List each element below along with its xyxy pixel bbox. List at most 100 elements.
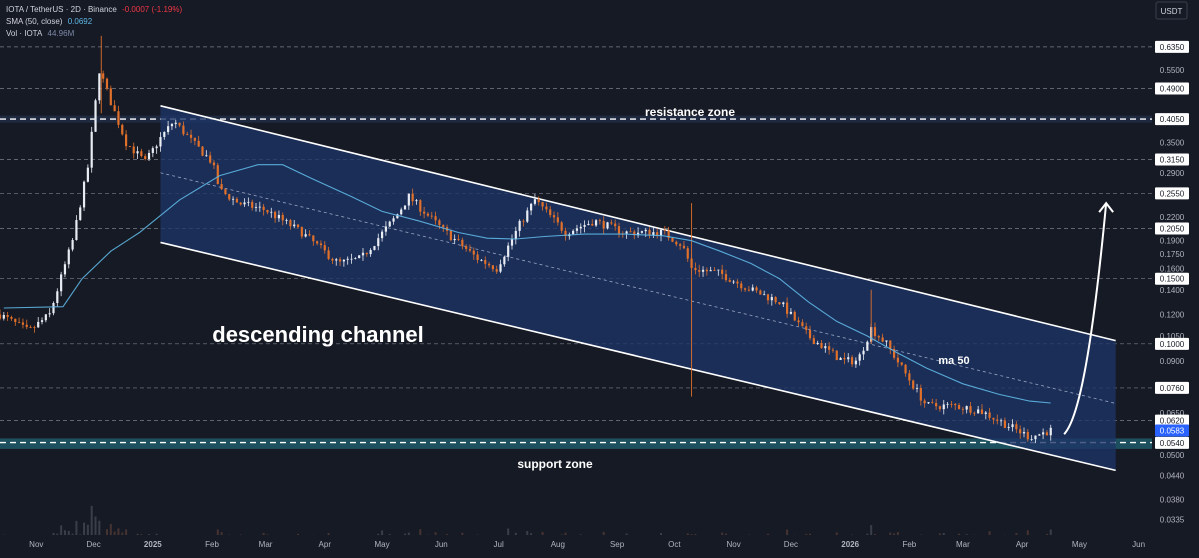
time-tick-label: May bbox=[375, 540, 390, 549]
candle-body bbox=[549, 209, 552, 216]
candle-body bbox=[90, 131, 93, 168]
candle-body bbox=[102, 73, 105, 79]
candle-body bbox=[698, 270, 701, 272]
candle-body bbox=[786, 302, 789, 314]
candle-body bbox=[606, 222, 609, 229]
candle-body bbox=[144, 156, 147, 160]
candle-body bbox=[209, 155, 212, 163]
candle-body bbox=[759, 290, 762, 295]
candle-body bbox=[480, 259, 483, 261]
candle-body bbox=[212, 162, 216, 166]
candle-body bbox=[931, 402, 934, 404]
candle-body bbox=[892, 348, 896, 358]
candle-body bbox=[411, 193, 414, 202]
candle-body bbox=[743, 288, 747, 290]
candle-body bbox=[365, 252, 368, 255]
candle-body bbox=[904, 364, 907, 374]
candle-body bbox=[545, 206, 548, 210]
candle-body bbox=[946, 403, 949, 405]
candle-body bbox=[63, 264, 67, 275]
time-tick-label: Nov bbox=[726, 540, 740, 549]
price-tick-box bbox=[1155, 113, 1189, 126]
candle-body bbox=[732, 281, 735, 283]
price-tick-box bbox=[1155, 187, 1189, 200]
candle-body bbox=[808, 330, 812, 339]
price-tick-label: 0.4050 bbox=[1160, 115, 1185, 124]
price-tick-label: 0.0900 bbox=[1160, 357, 1185, 366]
candle-body bbox=[575, 228, 579, 231]
candle-body bbox=[449, 230, 452, 241]
price-tick-label: 0.0650 bbox=[1160, 409, 1185, 418]
volume-legend[interactable]: Vol · IOTA 44.96M bbox=[6, 28, 77, 39]
price-axis[interactable]: 0.6350 0.5500 0.4900 0.4050 0.3500 0.3150 0.29… bbox=[1152, 0, 1199, 553]
candle-body bbox=[350, 258, 353, 260]
channel-upper-line bbox=[160, 105, 1116, 342]
candle-body bbox=[105, 78, 109, 89]
candle-body bbox=[996, 419, 999, 421]
candle-body bbox=[1030, 439, 1033, 440]
candle-body bbox=[388, 221, 391, 227]
candle-body bbox=[988, 412, 991, 418]
candle-body bbox=[828, 346, 831, 350]
candle-body bbox=[594, 220, 598, 226]
time-axis[interactable]: Nov Dec 2025 Feb Mar Apr May Jun Jul Aug Sep Oct Nov… bbox=[0, 535, 1199, 553]
price-tick-box bbox=[1155, 82, 1189, 95]
candle-body bbox=[675, 241, 678, 245]
price-tick-label: 0.4900 bbox=[1160, 84, 1185, 93]
candle-body bbox=[33, 327, 36, 329]
candle-body bbox=[858, 354, 861, 361]
price-tick-label: 0.0620 bbox=[1160, 417, 1185, 426]
candle-body bbox=[889, 340, 892, 349]
candle-body bbox=[407, 193, 410, 206]
candle-body bbox=[197, 140, 200, 147]
candle-body bbox=[82, 181, 86, 208]
candle-body bbox=[839, 357, 842, 361]
price-tick-label: 0.1200 bbox=[1160, 311, 1185, 320]
price-change: -0.0007 (-1.19%) bbox=[122, 5, 183, 14]
ma-50-label: ma 50 bbox=[938, 355, 969, 367]
candle-body bbox=[1026, 432, 1029, 440]
candle-body bbox=[354, 258, 357, 259]
candle-body bbox=[847, 357, 850, 360]
price-tick-label: 0.3500 bbox=[1160, 139, 1185, 148]
price-tick-label: 0.0540 bbox=[1160, 439, 1185, 448]
price-tick-label: 0.6350 bbox=[1160, 43, 1185, 52]
candle-body bbox=[885, 340, 888, 342]
candle-body bbox=[10, 317, 13, 319]
candle-body bbox=[560, 222, 563, 231]
candle-body bbox=[140, 151, 143, 157]
candle-body bbox=[170, 123, 174, 127]
candle-body bbox=[831, 349, 835, 351]
symbol-header[interactable]: IOTA / TetherUS · 2D · Binance -0.0007 (… bbox=[6, 4, 185, 15]
price-tick-label: 0.0500 bbox=[1160, 451, 1185, 460]
candle-body bbox=[254, 207, 258, 208]
candle-body bbox=[121, 124, 124, 135]
price-tick-label: 0.0440 bbox=[1160, 472, 1185, 481]
candle-body bbox=[151, 148, 154, 153]
candle-body bbox=[1022, 432, 1026, 434]
candle-body bbox=[728, 280, 731, 282]
candle-body bbox=[617, 226, 621, 234]
candle-body bbox=[71, 240, 74, 250]
candle-body bbox=[602, 220, 605, 229]
candle-body bbox=[514, 230, 517, 240]
candle-body bbox=[854, 360, 857, 365]
candle-body bbox=[1019, 429, 1022, 434]
candle-body bbox=[285, 220, 288, 221]
currency-button[interactable]: USDT bbox=[1155, 1, 1188, 20]
candle-body bbox=[908, 373, 911, 381]
candle-body bbox=[824, 346, 827, 349]
time-tick-label: 2025 bbox=[144, 540, 162, 549]
candle-body bbox=[667, 230, 670, 239]
candle-body bbox=[216, 165, 219, 185]
sma-legend[interactable]: SMA (50, close) 0.0692 bbox=[6, 16, 95, 27]
candle-body bbox=[679, 244, 682, 246]
price-tick-label: 0.1500 bbox=[1160, 275, 1185, 284]
candle-body bbox=[663, 229, 666, 231]
candle-body bbox=[896, 357, 900, 363]
candle-body bbox=[396, 214, 399, 219]
currency-label: USDT bbox=[1161, 7, 1183, 16]
candle-body bbox=[98, 73, 101, 101]
